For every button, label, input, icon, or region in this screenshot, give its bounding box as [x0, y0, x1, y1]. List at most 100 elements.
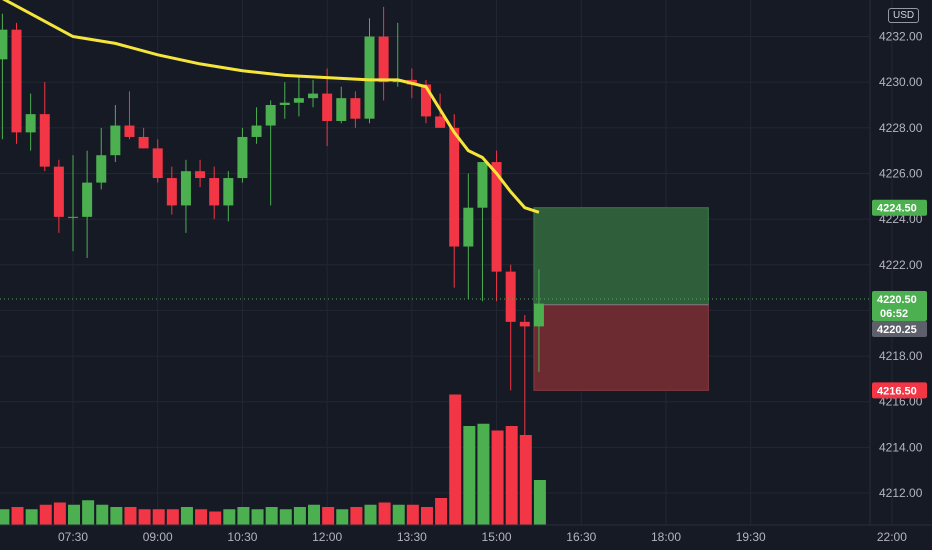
candle-5[interactable]: [68, 155, 78, 252]
candle-15[interactable]: [209, 166, 220, 220]
time-tick-5: 15:00: [482, 530, 512, 544]
candle-1[interactable]: [11, 22, 22, 144]
target-price-tag-text: 4224.50: [877, 203, 917, 215]
candle-body-32: [449, 127, 460, 247]
loss-zone[interactable]: [533, 304, 709, 391]
time-tick-9: 22:00: [877, 530, 907, 544]
candle-body-37: [519, 321, 530, 327]
candle-body-20: [279, 102, 290, 105]
profit-zone[interactable]: [533, 207, 709, 306]
candle-body-34: [477, 162, 488, 208]
time-axis[interactable]: 07:30 09:00 10:30 12:00 13:30 15:00 16:30 18:00…: [0, 524, 932, 544]
volume-bar-11: [152, 509, 165, 525]
candle-body-21: [293, 98, 304, 103]
moving-average: [2, 0, 540, 214]
volume-bar-9: [124, 507, 137, 525]
price-tick-7: 4226.00: [879, 166, 923, 180]
volume-bar-27: [378, 502, 391, 525]
candle-body-0: [0, 29, 8, 60]
candle-13[interactable]: [180, 159, 191, 233]
stop-price-tag-bg: [872, 382, 927, 399]
volume-bar-21: [293, 507, 306, 525]
candle-body-2: [25, 114, 36, 133]
candle-12[interactable]: [166, 166, 177, 215]
candle-36[interactable]: [505, 264, 516, 391]
volume-bar-36: [505, 426, 518, 525]
candles[interactable]: [0, 6, 544, 441]
time-tick-2: 10:30: [227, 530, 257, 544]
candle-18[interactable]: [251, 107, 262, 144]
candle-4[interactable]: [53, 159, 64, 233]
candle-body-14: [195, 171, 206, 179]
candle-32[interactable]: [449, 114, 460, 288]
volume-bar-7: [96, 504, 109, 525]
candle-body-10: [138, 136, 149, 149]
candle-body-8: [110, 125, 121, 156]
candle-0[interactable]: [0, 13, 8, 140]
candle-8[interactable]: [110, 105, 121, 163]
candle-22[interactable]: [308, 79, 319, 108]
entry-price-tag-text: 4220.25: [877, 324, 917, 336]
candle-28[interactable]: [392, 22, 403, 87]
volume-bar-38: [533, 480, 546, 525]
candle-23[interactable]: [322, 68, 333, 147]
time-tick-8: 19:30: [736, 530, 766, 544]
candle-body-1: [11, 29, 22, 133]
candle-14[interactable]: [195, 159, 206, 188]
position-zones[interactable]: [533, 207, 709, 391]
volume-bar-0: [0, 509, 10, 525]
candle-7[interactable]: [96, 127, 107, 190]
candle-27[interactable]: [378, 6, 389, 101]
candle-34[interactable]: [477, 162, 488, 302]
volume-bar-37: [519, 435, 532, 525]
current-price-tag-text: 4220.50: [877, 294, 917, 306]
candle-25[interactable]: [350, 91, 361, 128]
candle-body-36: [505, 271, 516, 322]
volume-bar-14: [195, 509, 208, 525]
candle-37[interactable]: [519, 315, 530, 441]
candle-11[interactable]: [152, 139, 163, 183]
volume-bar-28: [392, 504, 405, 525]
candle-2[interactable]: [25, 93, 36, 151]
price-tick-0: 4212.00: [879, 486, 923, 500]
candle-10[interactable]: [138, 127, 149, 149]
volume-bar-33: [463, 426, 476, 525]
candle-20[interactable]: [279, 82, 290, 119]
candle-body-31: [435, 116, 446, 128]
currency-button[interactable]: USD: [888, 8, 920, 23]
countdown-text: 06:52: [880, 308, 908, 320]
price-tick-10: 4232.00: [879, 30, 923, 44]
candle-3[interactable]: [39, 82, 50, 172]
candle-body-13: [180, 171, 191, 206]
volume-bar-19: [265, 507, 278, 525]
candle-33[interactable]: [463, 173, 474, 300]
candle-6[interactable]: [82, 150, 93, 258]
time-tick-7: 18:00: [651, 530, 681, 544]
candle-24[interactable]: [336, 86, 347, 124]
volume-bar-23: [322, 507, 335, 525]
volume-bar-15: [209, 511, 222, 525]
volume-bars: [0, 394, 546, 525]
candle-body-12: [166, 178, 177, 206]
volume-bar-8: [110, 507, 123, 525]
price-axis[interactable]: 4212.004214.004216.004218.004220.004222.…: [869, 0, 923, 525]
candle-body-17: [237, 136, 248, 179]
candle-body-27: [378, 36, 389, 83]
candle-body-23: [322, 93, 333, 121]
candle-19[interactable]: [265, 100, 276, 206]
candle-38[interactable]: [533, 269, 544, 373]
candle-16[interactable]: [223, 171, 234, 222]
time-tick-4: 13:30: [397, 530, 427, 544]
candle-17[interactable]: [237, 127, 248, 183]
candle-body-6: [82, 182, 93, 217]
grid-lines: [0, 0, 893, 525]
candle-body-11: [152, 148, 163, 179]
candle-body-5: [68, 216, 78, 218]
candle-body-24: [336, 98, 347, 121]
candle-21[interactable]: [293, 75, 304, 117]
candle-body-16: [223, 178, 234, 206]
candle-26[interactable]: [364, 18, 375, 124]
candle-9[interactable]: [124, 91, 135, 140]
